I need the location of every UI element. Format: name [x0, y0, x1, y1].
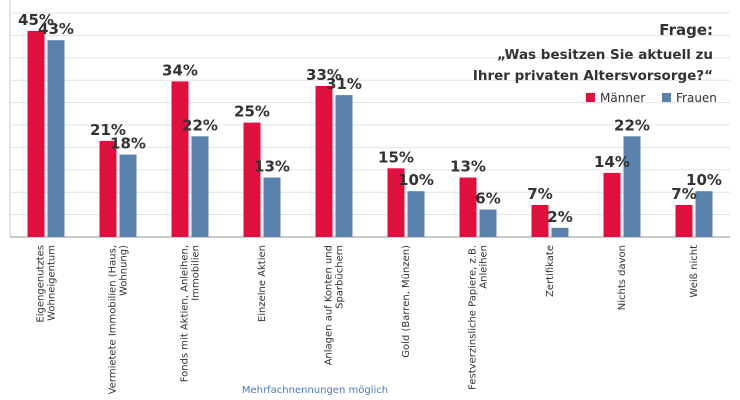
- value-label: 33%: [306, 66, 342, 84]
- bar-maenner: [315, 85, 333, 238]
- bar-frauen: [335, 95, 353, 237]
- legend-label: Frauen: [676, 91, 717, 105]
- legend-label: Männer: [600, 91, 645, 105]
- category-label: Immobilien: [191, 245, 202, 301]
- bar-frauen: [263, 177, 281, 237]
- category-label: Weiß nicht: [689, 245, 700, 298]
- category-label: Fonds mit Aktien, Anleihen,: [180, 245, 191, 382]
- legend-swatch: [662, 93, 671, 102]
- category-label: Nichts davon: [617, 245, 628, 310]
- legend: Männer Frauen: [586, 91, 717, 105]
- category-labels: Eigengenutztes Wohneigentum Vermietete Imm…: [36, 245, 701, 394]
- value-label: 10%: [686, 171, 722, 189]
- bar-frauen: [551, 227, 569, 237]
- category-label: Einzelne Aktien: [257, 245, 268, 322]
- value-label: 45%: [18, 11, 54, 29]
- value-label: 21%: [90, 121, 126, 139]
- chart-title: Frage: „Was besitzen Sie aktuell zu Ihrer …: [473, 21, 713, 84]
- bar-maenner: [459, 177, 477, 237]
- value-label: 25%: [234, 103, 270, 121]
- bar-maenner: [675, 205, 693, 237]
- bar-maenner: [531, 205, 549, 237]
- value-label: 13%: [254, 158, 290, 176]
- value-label: 7%: [671, 185, 696, 203]
- bar-maenner: [387, 168, 405, 237]
- category-label: Gold (Barren, Münzen): [401, 245, 412, 358]
- value-label: 31%: [326, 75, 362, 93]
- value-label: 13%: [450, 158, 486, 176]
- category-label: Festverzinsliche Papiere, z.B.: [468, 245, 479, 390]
- title-line: „Was besitzen Sie aktuell zu: [497, 47, 713, 63]
- bar-maenner: [243, 122, 261, 237]
- category-label: Anleihen: [479, 245, 490, 289]
- value-label: 10%: [398, 171, 434, 189]
- bar-frauen: [407, 191, 425, 237]
- legend-swatch: [586, 93, 595, 102]
- category-label: Wohneigentum: [47, 245, 58, 321]
- bar-maenner: [27, 31, 45, 237]
- value-label: 7%: [527, 185, 552, 203]
- value-label: 22%: [182, 116, 218, 134]
- value-label: 43%: [38, 20, 74, 38]
- category-label: Sparbüchern: [335, 245, 346, 309]
- category-label: Eigengenutztes: [36, 245, 47, 323]
- value-label: 14%: [594, 153, 630, 171]
- value-label: 22%: [614, 116, 650, 134]
- category-label: Vermietete Immobilien (Haus,: [108, 245, 119, 394]
- value-label: 18%: [110, 135, 146, 153]
- category-label: Wohnung): [119, 245, 130, 296]
- value-label: 2%: [547, 208, 572, 226]
- bar-frauen: [119, 154, 137, 237]
- title-line: Ihrer privaten Altersvorsorge?“: [473, 68, 713, 84]
- bar-frauen: [47, 40, 65, 238]
- value-labels: 45% 21% 34% 25% 33% 15% 13% 7% 14% 7% 43% 18% 22% 13%…: [18, 11, 722, 226]
- bar-maenner: [99, 140, 117, 237]
- bar-maenner: [603, 172, 621, 237]
- value-label: 34%: [162, 61, 198, 79]
- bar-frauen: [479, 209, 497, 237]
- value-label: 6%: [475, 190, 500, 208]
- bar-frauen: [695, 191, 713, 237]
- value-label: 15%: [378, 148, 414, 166]
- category-label: Anlagen auf Konten und: [324, 245, 335, 365]
- title-line: Frage:: [659, 21, 713, 39]
- bar-frauen: [191, 136, 209, 237]
- bars: [27, 31, 713, 238]
- footnote: Mehrfachnennungen möglich: [242, 385, 388, 396]
- category-label: Zertifikate: [545, 245, 556, 297]
- bar-frauen: [623, 136, 641, 237]
- bar-maenner: [171, 81, 189, 238]
